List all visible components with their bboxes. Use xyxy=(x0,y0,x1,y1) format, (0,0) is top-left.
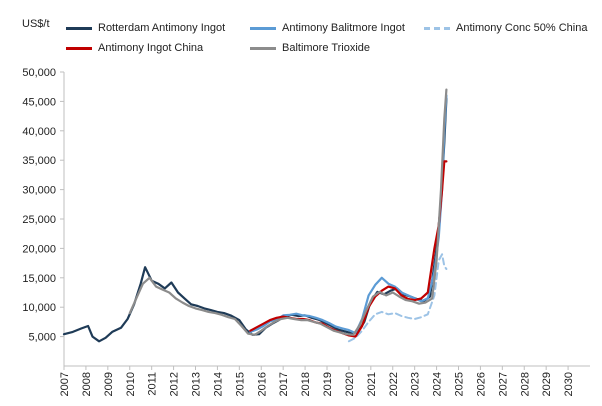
legend-item-rotterdam-antimony-ingot: Rotterdam Antimony Ingot xyxy=(66,22,225,34)
legend-label: Antimony Conc 50% China xyxy=(456,22,588,34)
x-tick-label: 2022 xyxy=(388,372,400,396)
y-tick-label: 5,000 xyxy=(28,332,56,344)
x-tick-label: 2009 xyxy=(103,372,115,396)
y-tick-label: 20,000 xyxy=(22,243,56,255)
legend-item-baltimore-trioxide: Baltimore Trioxide xyxy=(250,42,370,54)
x-tick-label: 2016 xyxy=(256,372,268,396)
x-tick-label: 2012 xyxy=(169,372,181,396)
legend-swatch-trioxide xyxy=(250,46,276,50)
y-tick-label: 30,000 xyxy=(22,185,56,197)
x-tick-label: 2008 xyxy=(81,372,93,396)
legend-item-antimony-ingot-china: Antimony Ingot China xyxy=(66,42,203,54)
x-tick-label: 2007 xyxy=(59,372,71,396)
x-tick-label: 2021 xyxy=(366,372,378,396)
legend-swatch-ingot-china xyxy=(66,46,92,50)
x-tick-label: 2015 xyxy=(234,372,246,396)
x-tick-label: 2013 xyxy=(191,372,203,396)
x-tick-label: 2018 xyxy=(300,372,312,396)
y-tick-label: 10,000 xyxy=(22,302,56,314)
legend-swatch-balitmore xyxy=(250,26,276,30)
legend-swatch-conc xyxy=(424,26,450,30)
x-tick-label: 2011 xyxy=(147,372,159,396)
x-tick-label: 2028 xyxy=(519,372,531,396)
legend-label: Rotterdam Antimony Ingot xyxy=(98,22,226,34)
x-tick-label: 2020 xyxy=(344,372,356,396)
x-tick-label: 2023 xyxy=(410,372,422,396)
y-tick-label: 25,000 xyxy=(22,214,56,226)
y-tick-label: 50,000 xyxy=(22,67,56,79)
x-tick-label: 2017 xyxy=(278,372,290,396)
series-line-4 xyxy=(128,88,448,336)
x-tick-label: 2019 xyxy=(322,372,334,396)
y-tick-label: 40,000 xyxy=(22,126,56,138)
x-tick-label: 2010 xyxy=(125,372,137,396)
y-tick-label: 15,000 xyxy=(22,273,56,285)
legend-swatch-rotterdam xyxy=(66,26,92,30)
legend-label: Antimony Balitmore Ingot xyxy=(282,22,405,34)
y-tick-label: 35,000 xyxy=(22,155,56,167)
x-tick-label: 2014 xyxy=(212,372,224,396)
legend-item-antimony-conc-50-china: Antimony Conc 50% China xyxy=(424,22,587,34)
series-line-1 xyxy=(249,94,448,335)
y-axis-unit-label: US$/t xyxy=(22,18,50,30)
legend-label: Antimony Ingot China xyxy=(98,42,204,54)
series-line-0 xyxy=(62,97,448,343)
legend-label: Baltimore Trioxide xyxy=(282,42,371,54)
x-tick-label: 2025 xyxy=(454,372,466,396)
series-line-3 xyxy=(249,160,448,338)
x-tick-label: 2030 xyxy=(563,372,575,396)
x-tick-label: 2024 xyxy=(432,372,444,396)
x-tick-label: 2026 xyxy=(475,372,487,396)
legend-item-antimony-balitmore-ingot: Antimony Balitmore Ingot xyxy=(250,22,405,34)
series-line-2 xyxy=(347,253,448,343)
x-tick-label: 2029 xyxy=(541,372,553,396)
x-tick-label: 2027 xyxy=(497,372,509,396)
y-tick-label: 45,000 xyxy=(22,96,56,108)
